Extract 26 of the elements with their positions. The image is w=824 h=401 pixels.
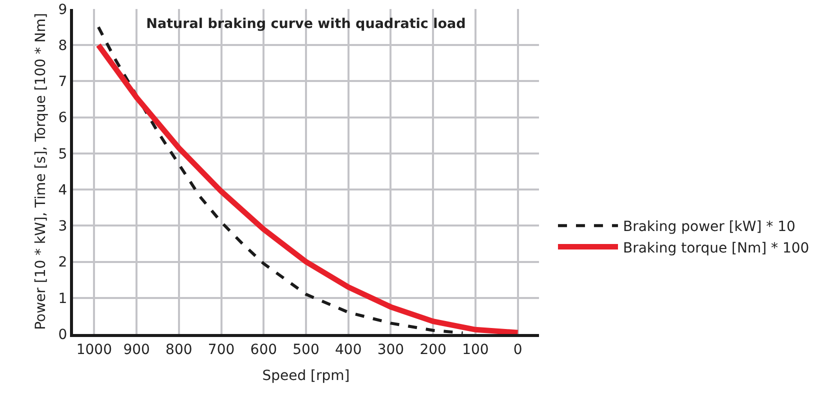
x-axis-title: Speed [rpm] xyxy=(262,368,350,384)
x-tick-label: 600 xyxy=(250,342,278,358)
x-tick-label: 400 xyxy=(334,342,362,358)
y-tick-label: 5 xyxy=(58,146,68,162)
y-tick-label: 6 xyxy=(58,110,68,126)
x-tick-label: 0 xyxy=(513,342,522,358)
legend-label: Braking power [kW] * 10 xyxy=(622,219,796,236)
legend-label: Braking torque [Nm] * 100 xyxy=(622,240,810,256)
x-tick-label: 700 xyxy=(208,342,235,358)
y-tick-label: 8 xyxy=(58,38,68,54)
y-tick-label: 0 xyxy=(58,326,68,343)
text: Natural braking curve with quadratic load xyxy=(146,16,466,32)
x-tick-label: 300 xyxy=(377,342,404,358)
x-tick-label: 900 xyxy=(123,342,150,358)
x-tick-label: 1000 xyxy=(76,342,112,358)
x-tick-label: 800 xyxy=(166,342,192,358)
y-tick-label: 7 xyxy=(58,74,68,90)
y-tick-label: 2 xyxy=(58,254,68,271)
x-tick-label: 200 xyxy=(420,342,446,358)
y-tick-label: 3 xyxy=(58,218,68,235)
x-tick-label: 100 xyxy=(462,342,489,358)
y-tick-label: 9 xyxy=(58,2,68,18)
y-tick-label: 1 xyxy=(58,290,68,307)
x-tick-label: 500 xyxy=(292,342,320,358)
y-tick-label: 4 xyxy=(58,182,68,198)
y-axis-title: Power [10 * kW], Time [s], Torque [100 * Nm] xyxy=(32,13,49,330)
